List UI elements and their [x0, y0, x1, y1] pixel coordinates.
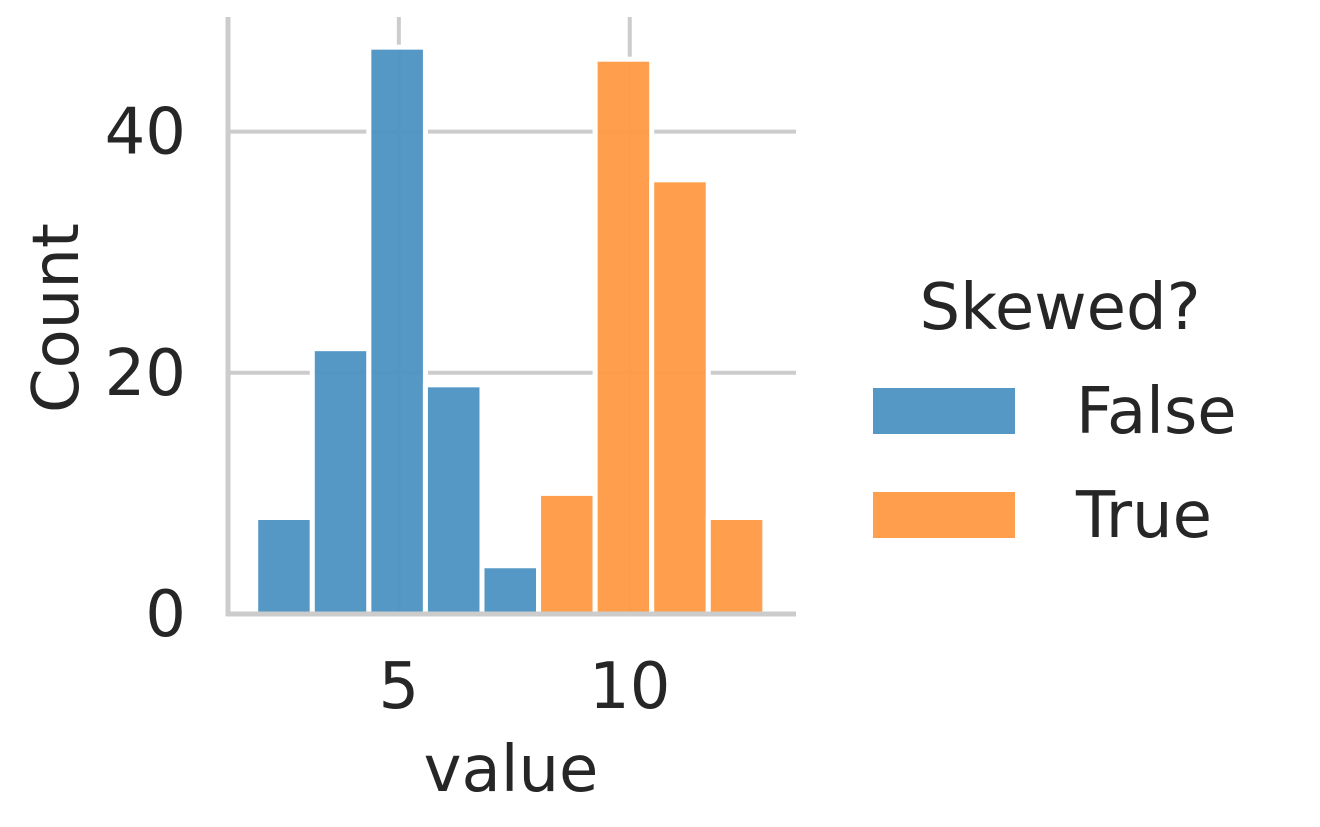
bar-false [366, 44, 428, 617]
bar-false [422, 382, 485, 617]
bar-true [705, 515, 768, 617]
legend-label-false: False [1076, 375, 1237, 449]
legend-label-true: True [1075, 479, 1212, 553]
axes [225, 17, 796, 617]
bar-false [309, 346, 372, 617]
bar-true [592, 56, 655, 617]
y-tick-label: 20 [105, 337, 186, 411]
bar-true [536, 490, 598, 617]
legend-swatch-true [873, 492, 1015, 538]
bar-false [479, 563, 542, 617]
legend-title: Skewed? [919, 271, 1200, 345]
y-tick-label: 40 [105, 96, 186, 170]
x-axis-label: value [424, 733, 599, 807]
legend: Skewed? False True [873, 271, 1237, 553]
y-axis-label: Count [20, 223, 94, 413]
legend-swatch-false [873, 388, 1015, 434]
x-tick-label: 10 [589, 650, 670, 724]
x-tick-label: 5 [379, 650, 420, 724]
bar-true [649, 177, 711, 617]
bar-false [253, 515, 315, 617]
y-tick-label: 0 [145, 578, 186, 652]
tick-labels: 0 20 40 5 10 [105, 96, 671, 724]
